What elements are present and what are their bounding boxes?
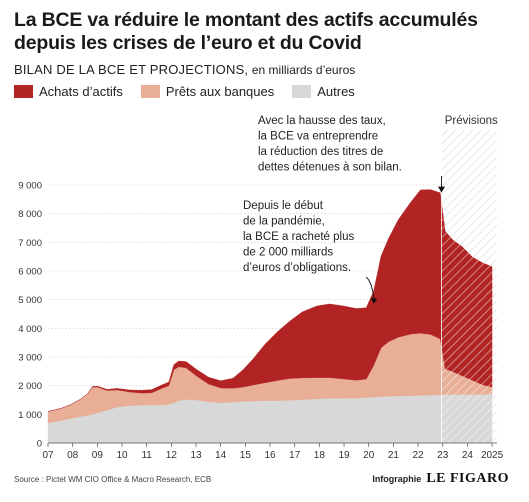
- x-tick-label: 15: [240, 450, 252, 461]
- credit: Infographie LE FIGARO: [372, 471, 509, 487]
- subtitle-caps: BILAN DE LA BCE ET PROJECTIONS,: [14, 62, 249, 77]
- legend-item-autres: Autres: [292, 84, 355, 99]
- y-tick-label: 3 000: [18, 353, 42, 364]
- x-tick-label: 09: [92, 450, 104, 461]
- x-tick-label: 12: [166, 450, 178, 461]
- x-tick-label: 14: [215, 450, 227, 461]
- legend-label-autres: Autres: [317, 84, 355, 99]
- x-tick-label: 20: [363, 450, 375, 461]
- x-tick-label: 21: [388, 450, 400, 461]
- chart-legend: Achats d’actifs Prêts aux banques Autres: [14, 84, 373, 99]
- legend-label-prets: Prêts aux banques: [165, 84, 275, 99]
- x-tick-label: 19: [338, 450, 350, 461]
- le-figaro-logo: LE FIGARO: [426, 471, 509, 486]
- annotation-2-leader: [365, 276, 375, 301]
- forecast-overlay-hatch: [441, 130, 497, 443]
- x-tick-label: 24: [462, 450, 474, 461]
- x-tick-label: 18: [314, 450, 326, 461]
- y-tick-label: 6 000: [18, 267, 42, 278]
- source-note: Source : Pictet WM CIO Office & Macro Re…: [14, 475, 212, 484]
- annotation-layer: Avec la hausse des taux, la BCE va entrep…: [243, 115, 445, 304]
- annotation-1-line: la réduction des titres de: [258, 146, 383, 158]
- annotation-1-arrowhead: [437, 186, 445, 193]
- credit-label: Infographie: [372, 474, 422, 484]
- x-tick-label: 13: [190, 450, 202, 461]
- legend-swatch-autres: [292, 85, 312, 98]
- y-tick-label: 5 000: [18, 295, 42, 306]
- y-tick-label: 7 000: [18, 238, 42, 249]
- legend-item-prets: Prêts aux banques: [140, 84, 275, 99]
- y-tick-label: 4 000: [18, 324, 42, 335]
- y-tick-label: 9 000: [18, 181, 42, 192]
- legend-swatch-achats: [14, 85, 33, 98]
- subtitle-unit: en milliards d’euros: [251, 63, 356, 77]
- axis-layer: 0 1 000 2 000 3 000 4 000 5 000 6 000 7 000 8 00…: [18, 181, 503, 462]
- x-tick-label: 23: [437, 450, 449, 461]
- legend-swatch-prets: [140, 85, 160, 98]
- x-tick-label: 16: [264, 450, 276, 461]
- legend-item-achats: Achats d’actifs: [14, 84, 123, 99]
- series-areas: [47, 189, 493, 444]
- annotation-2-line: d’euros d’obligations.: [243, 262, 351, 274]
- legend-label-achats: Achats d’actifs: [39, 84, 123, 99]
- y-tick-label: 8 000: [18, 209, 42, 220]
- x-tick-label: 07: [42, 450, 54, 461]
- x-tick-label: 22: [412, 450, 424, 461]
- annotation-2-arrowhead: [370, 297, 378, 304]
- annotation-1-line: Avec la hausse des taux,: [258, 115, 386, 127]
- annotation-2-line: de 2 000 milliards: [243, 247, 333, 259]
- annotation-2-line: la BCE a racheté plus: [243, 231, 354, 243]
- y-tick-label: 2 000: [18, 381, 42, 392]
- forecast-overlay: [441, 130, 497, 443]
- annotation-2-line: Depuis le début: [243, 200, 324, 212]
- annotation-1-line: la BCE va entreprendre: [258, 131, 378, 143]
- x-tick-label: 11: [141, 450, 152, 461]
- annotation-1-line: dettes détenues à son bilan.: [258, 162, 402, 174]
- chart-title: La BCE va réduire le montant des actifs …: [14, 9, 478, 54]
- annotation-2-line: de la pandémie,: [243, 216, 325, 228]
- y-tick-label: 0: [37, 439, 42, 450]
- x-tick-label: 2025: [481, 450, 504, 461]
- forecast-label: Prévisions: [445, 115, 498, 127]
- chart-subtitle: BILAN DE LA BCE ET PROJECTIONS, en milli…: [14, 62, 355, 77]
- x-tick-label: 10: [116, 450, 128, 461]
- x-tick-label: 17: [289, 450, 301, 461]
- x-tick-label: 08: [67, 450, 79, 461]
- y-tick-label: 1 000: [18, 410, 42, 421]
